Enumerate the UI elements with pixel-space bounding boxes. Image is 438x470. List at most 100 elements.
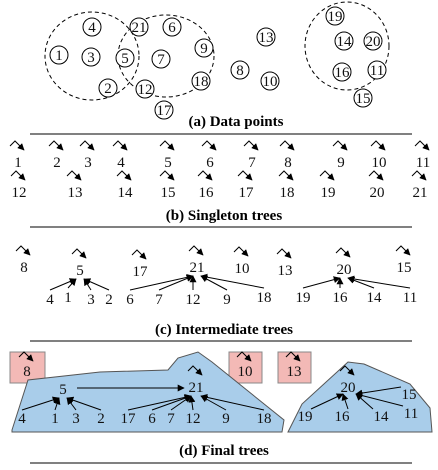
tree-child-19: 19 — [296, 290, 311, 306]
data-point-10: 10 — [260, 71, 280, 91]
self-pointer-15 — [395, 245, 411, 256]
data-point-label: 12 — [138, 82, 153, 98]
data-point-label: 13 — [259, 30, 274, 46]
final-child-14: 14 — [374, 409, 390, 425]
final-child-17: 17 — [121, 411, 137, 427]
singleton-17: 17 — [239, 185, 255, 201]
self-pointer-10 — [370, 140, 386, 151]
data-point-circle — [334, 31, 354, 51]
tree-child-6: 6 — [126, 292, 134, 308]
edge-4-to-5 — [21, 396, 60, 411]
data-point-label: 16 — [335, 65, 351, 81]
self-pointer-9 — [332, 140, 348, 151]
singleton-3: 3 — [84, 155, 92, 171]
final-child-18: 18 — [257, 411, 272, 427]
data-point-circle — [363, 31, 383, 51]
caption-c: (c) Intermediate trees — [155, 322, 293, 338]
self-pointer-13 — [66, 170, 82, 181]
data-point-circle — [162, 17, 182, 37]
caption-b: (b) Singleton trees — [166, 208, 283, 224]
data-point-6: 6 — [162, 17, 182, 37]
caption-d: (d) Final trees — [179, 443, 269, 459]
data-point-label: 3 — [87, 50, 95, 66]
tree-root-21: 21 — [190, 260, 205, 276]
self-pointer-17 — [131, 249, 147, 260]
self-pointer-19 — [319, 170, 335, 181]
data-point-circle — [82, 17, 102, 37]
self-pointer-20 — [368, 170, 384, 181]
data-point-1: 1 — [49, 45, 69, 65]
data-point-18: 18 — [191, 71, 211, 91]
self-pointer-12 — [10, 170, 26, 181]
data-point-label: 2 — [104, 81, 112, 97]
singleton-19: 19 — [321, 185, 336, 201]
tree-root-8: 8 — [20, 260, 28, 276]
tree-child-3: 3 — [87, 292, 95, 308]
self-pointer-10 — [236, 351, 252, 362]
singleton-11: 11 — [416, 155, 430, 171]
singleton-1: 1 — [14, 155, 22, 171]
self-pointer-5 — [71, 248, 87, 259]
data-point-circle — [325, 6, 345, 26]
self-pointer-7 — [243, 140, 259, 151]
self-pointer-13 — [285, 351, 301, 362]
data-point-circle — [332, 62, 352, 82]
edge-18-to-21 — [200, 273, 265, 289]
singleton-10: 10 — [372, 155, 387, 171]
tree-root-13: 13 — [278, 263, 293, 279]
self-pointer-5 — [159, 140, 175, 151]
singleton-12: 12 — [12, 185, 27, 201]
tree-child-16: 16 — [333, 290, 349, 306]
final-subroot-5: 5 — [59, 382, 67, 398]
edge-4-to-5 — [49, 278, 77, 291]
data-point-circle — [98, 78, 118, 98]
data-point-15: 15 — [353, 88, 373, 108]
data-point-2: 2 — [98, 78, 118, 98]
self-pointer-13 — [276, 248, 292, 259]
edge-15-to-20 — [355, 386, 402, 397]
tree-child-7: 7 — [155, 292, 163, 308]
self-pointer-21 — [188, 245, 204, 256]
cluster-boundary-left — [44, 11, 140, 101]
tree-child-14: 14 — [367, 290, 383, 306]
data-point-label: 21 — [132, 20, 147, 36]
edge-11-to-20 — [355, 392, 404, 407]
data-point-4: 4 — [82, 17, 102, 37]
data-point-3: 3 — [81, 47, 101, 67]
data-point-label: 8 — [236, 63, 244, 79]
singleton-7: 7 — [248, 155, 256, 171]
data-point-20: 20 — [363, 31, 383, 51]
singleton-15: 15 — [161, 185, 176, 201]
edge-19-to-20 — [310, 393, 344, 410]
self-pointer-8 — [15, 245, 31, 256]
data-point-circle — [191, 71, 211, 91]
data-point-circle — [230, 60, 250, 80]
data-point-7: 7 — [151, 49, 171, 69]
self-pointer-11 — [414, 140, 430, 151]
final-child-19: 19 — [298, 409, 313, 425]
tree-root-17: 17 — [133, 264, 149, 280]
singleton-2: 2 — [53, 155, 61, 171]
singleton-13: 13 — [68, 185, 83, 201]
edge-1-to-5 — [67, 278, 77, 289]
singleton-8: 8 — [284, 155, 292, 171]
data-point-circle — [260, 71, 280, 91]
data-point-label: 1 — [55, 48, 63, 64]
tree-child-12: 12 — [186, 292, 201, 308]
self-pointer-21 — [411, 170, 427, 181]
data-point-circle — [129, 17, 149, 37]
edge-17-to-21 — [127, 393, 192, 411]
edge-19-to-20 — [302, 276, 341, 289]
final-child-7: 7 — [167, 411, 175, 427]
final-root-20: 20 — [341, 380, 356, 396]
self-pointer-3 — [79, 140, 95, 151]
data-point-label: 14 — [337, 34, 353, 50]
singleton-4: 4 — [117, 155, 125, 171]
singleton-21: 21 — [413, 185, 428, 201]
final-child-2: 2 — [97, 411, 105, 427]
self-pointer-15 — [159, 170, 175, 181]
